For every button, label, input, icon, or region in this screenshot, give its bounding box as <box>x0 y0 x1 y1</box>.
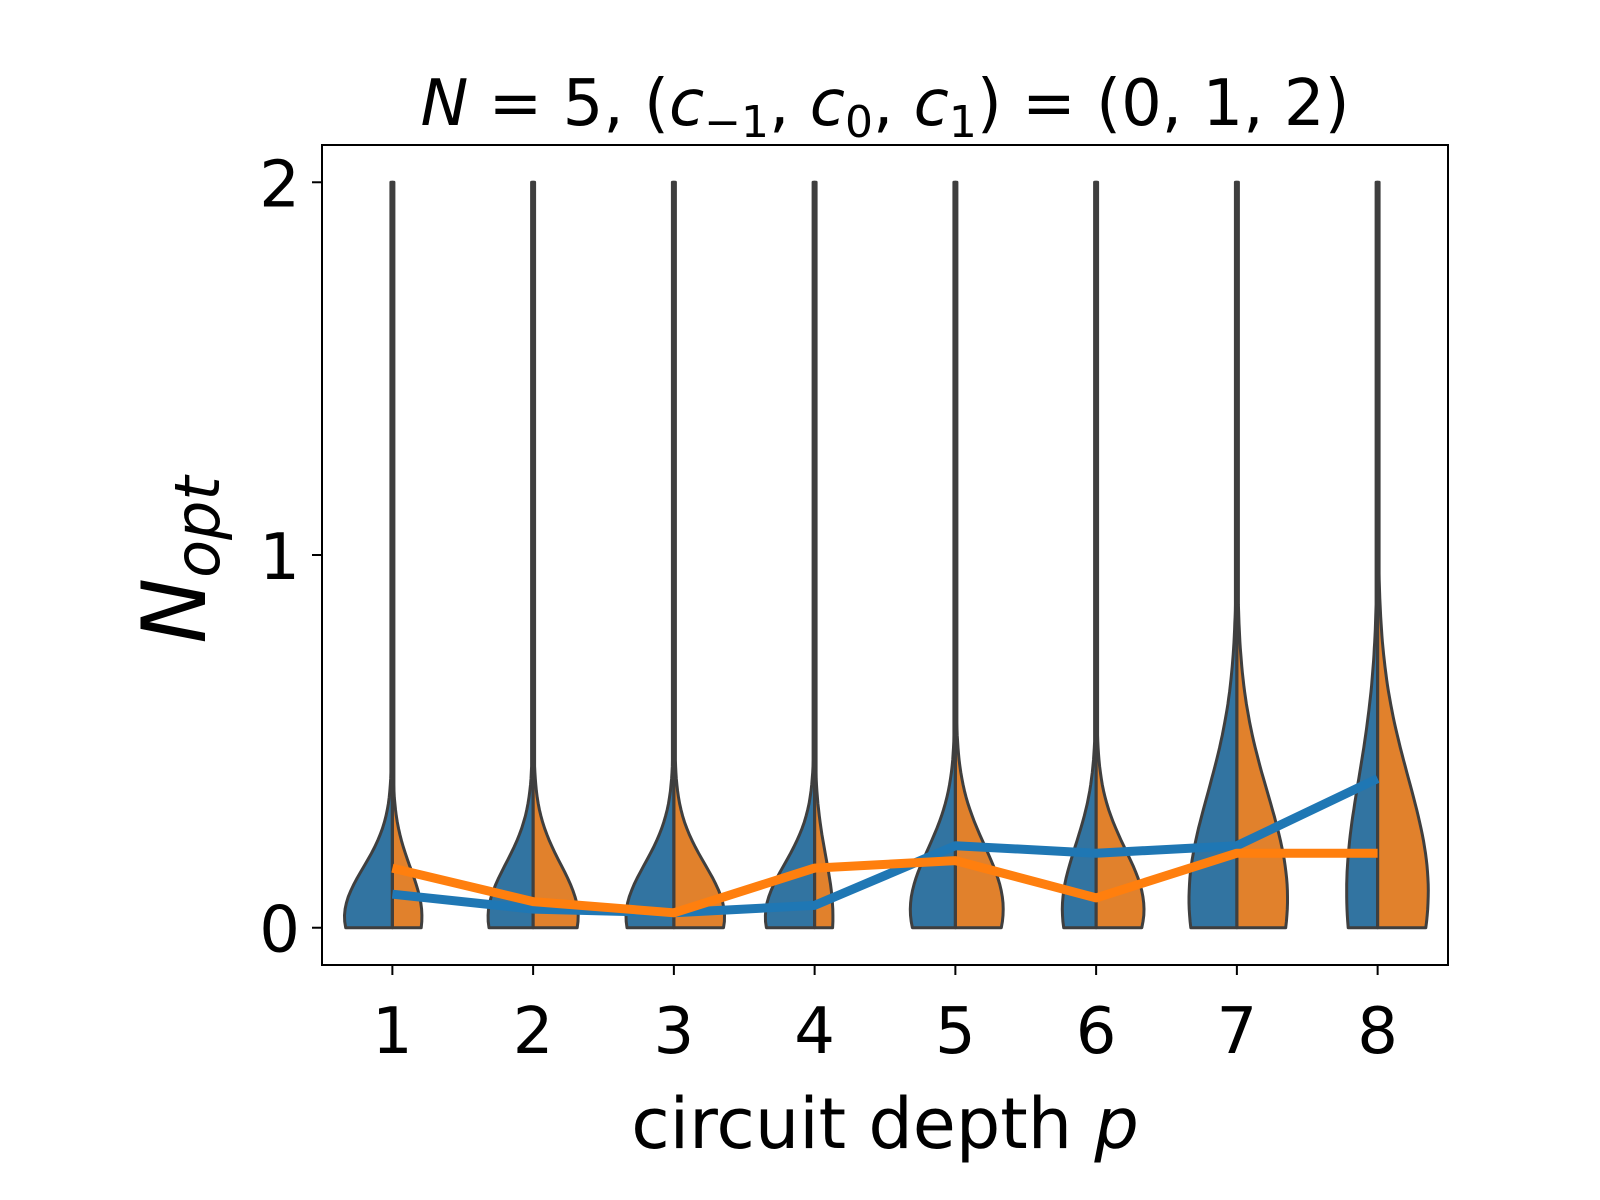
violin-half-left-p1 <box>343 180 394 930</box>
mean-lines-group <box>391 774 1380 918</box>
violin-half-left-p6 <box>1060 180 1098 930</box>
violin-half-left-p2 <box>486 180 535 930</box>
y-tick-label: 1 <box>259 521 300 595</box>
violin-half-right-p5 <box>953 180 1005 930</box>
x-axis-label: circuit depth p <box>631 1083 1139 1165</box>
violin-half-right-p1 <box>390 180 424 930</box>
violin-half-left-p7 <box>1187 180 1239 930</box>
x-tick-label: 4 <box>794 995 835 1069</box>
x-tick-label: 5 <box>935 995 976 1069</box>
violin-half-left-p3 <box>624 180 676 930</box>
violin-half-left-p4 <box>763 180 817 930</box>
svg-text:Nopt: Nopt <box>123 474 234 644</box>
x-tick-label: 6 <box>1076 995 1117 1069</box>
violin-half-right-p7 <box>1235 180 1289 930</box>
series-line-left <box>391 774 1380 918</box>
violin-half-right-p4 <box>813 180 835 930</box>
violin-half-left-p8 <box>1345 180 1380 930</box>
chart-title: N = 5, (c−1, c0, c1) = (0, 1, 2) <box>420 67 1349 148</box>
x-tick-label: 8 <box>1357 995 1398 1069</box>
violin-half-right-p8 <box>1376 180 1430 930</box>
y-axis-label: Nopt <box>123 474 234 644</box>
x-axis: 1 2 3 4 5 6 7 8 <box>372 965 1398 1069</box>
violin-group <box>343 180 1430 930</box>
x-tick-label: 3 <box>654 995 695 1069</box>
violin-half-right-p2 <box>531 180 580 930</box>
x-tick-label: 7 <box>1217 995 1258 1069</box>
x-tick-label: 2 <box>513 995 554 1069</box>
series-line-right <box>391 848 1378 918</box>
x-tick-label: 1 <box>372 995 413 1069</box>
violin-half-right-p3 <box>672 180 726 930</box>
y-tick-label: 2 <box>259 148 300 222</box>
violin-half-right-p6 <box>1094 180 1146 930</box>
violin-half-left-p5 <box>908 180 957 930</box>
y-axis: 0 1 2 <box>259 148 322 968</box>
y-tick-label: 0 <box>259 894 300 968</box>
